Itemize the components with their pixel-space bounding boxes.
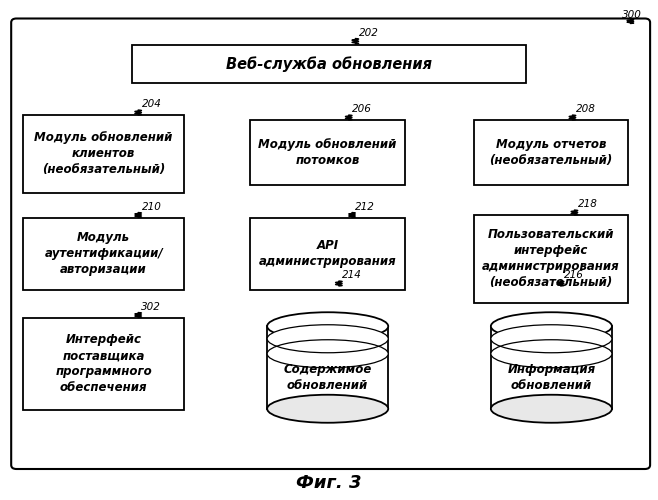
Text: Фиг. 3: Фиг. 3	[296, 474, 362, 492]
Text: Интерфейс
поставщика
программного
обеспечения: Интерфейс поставщика программного обеспе…	[55, 334, 152, 394]
Text: Модуль обновлений
клиентов
(необязательный): Модуль обновлений клиентов (необязательн…	[34, 131, 173, 176]
Ellipse shape	[491, 312, 612, 340]
FancyBboxPatch shape	[11, 18, 650, 469]
FancyBboxPatch shape	[474, 215, 628, 302]
FancyBboxPatch shape	[23, 218, 184, 290]
Text: 214: 214	[342, 270, 362, 280]
Text: 212: 212	[355, 202, 375, 211]
Ellipse shape	[267, 395, 388, 423]
Ellipse shape	[491, 325, 612, 353]
Polygon shape	[491, 326, 612, 409]
Polygon shape	[267, 326, 388, 409]
Text: 208: 208	[576, 104, 595, 114]
Text: 216: 216	[564, 270, 584, 280]
FancyBboxPatch shape	[250, 218, 405, 290]
Text: 302: 302	[141, 302, 161, 312]
Ellipse shape	[267, 340, 388, 367]
Text: Пользовательский
интерфейс
администрирования
(необязательный): Пользовательский интерфейс администриров…	[482, 228, 620, 289]
Text: 202: 202	[359, 28, 378, 38]
Text: Веб-служба обновления: Веб-служба обновления	[226, 56, 432, 72]
Ellipse shape	[491, 395, 612, 423]
FancyBboxPatch shape	[23, 115, 184, 192]
Text: API
администрирования: API администрирования	[259, 240, 396, 268]
Text: 206: 206	[352, 104, 372, 114]
Ellipse shape	[491, 340, 612, 367]
Text: 218: 218	[578, 199, 597, 209]
FancyBboxPatch shape	[23, 318, 184, 410]
Text: Модуль отчетов
(необязательный): Модуль отчетов (необязательный)	[490, 138, 613, 167]
Text: Информация
обновлений: Информация обновлений	[507, 363, 595, 392]
FancyBboxPatch shape	[132, 45, 526, 82]
Ellipse shape	[267, 312, 388, 340]
FancyBboxPatch shape	[250, 120, 405, 185]
Text: 204: 204	[141, 99, 161, 109]
Text: Содержимое
обновлений: Содержимое обновлений	[284, 363, 372, 392]
FancyBboxPatch shape	[474, 120, 628, 185]
Text: Модуль обновлений
потомков: Модуль обновлений потомков	[258, 138, 397, 167]
Text: Модуль
аутентификации/
авторизации: Модуль аутентификации/ авторизации	[44, 231, 163, 276]
Text: 210: 210	[141, 202, 161, 211]
Ellipse shape	[267, 325, 388, 353]
Text: 300: 300	[622, 10, 642, 20]
